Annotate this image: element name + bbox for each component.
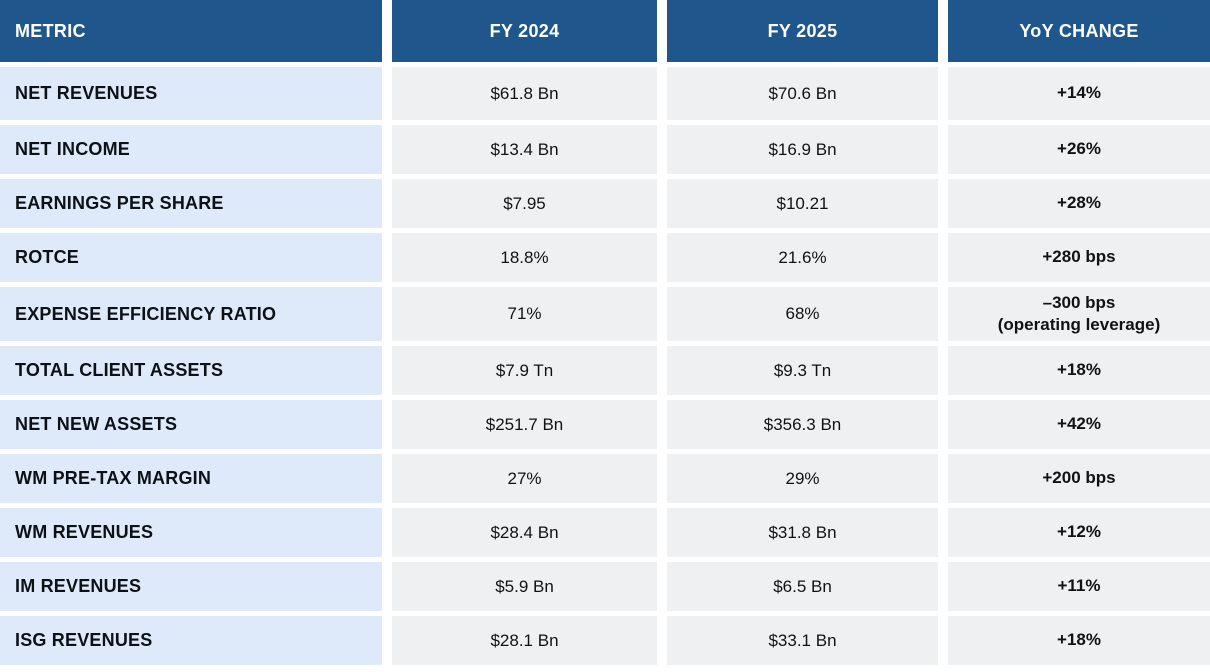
fy2024-value: 71% [392, 287, 657, 341]
metric-label: ROTCE [0, 233, 382, 282]
fy2025-value: $70.6 Bn [667, 67, 938, 120]
yoy-change-value: +280 bps [948, 233, 1210, 282]
fy2025-value: $356.3 Bn [667, 400, 938, 449]
fy2024-value: $28.4 Bn [392, 508, 657, 557]
column-header-fy2025: FY 2025 [667, 0, 938, 62]
fy2025-value: 21.6% [667, 233, 938, 282]
yoy-change-value: +12% [948, 508, 1210, 557]
metric-label: NET INCOME [0, 125, 382, 174]
fy2025-value: $33.1 Bn [667, 616, 938, 665]
fy2024-value: 18.8% [392, 233, 657, 282]
metric-label: IM REVENUES [0, 562, 382, 611]
fy2025-value: 68% [667, 287, 938, 341]
metric-label: WM REVENUES [0, 508, 382, 557]
metric-label: WM PRE-TAX MARGIN [0, 454, 382, 503]
fy2025-value: $6.5 Bn [667, 562, 938, 611]
fy2025-value: $10.21 [667, 179, 938, 228]
fy2024-value: $28.1 Bn [392, 616, 657, 665]
metric-label: ISG REVENUES [0, 616, 382, 665]
yoy-change-value: +26% [948, 125, 1210, 174]
column-header-yoy-change: YoY CHANGE [948, 0, 1210, 62]
yoy-change-value: –300 bps (operating leverage) [948, 287, 1210, 341]
column-header-metric: METRIC [0, 0, 382, 62]
fy2024-value: $7.9 Tn [392, 346, 657, 395]
metric-label: EARNINGS PER SHARE [0, 179, 382, 228]
fy2024-value: $251.7 Bn [392, 400, 657, 449]
yoy-change-value: +28% [948, 179, 1210, 228]
fy2025-value: $16.9 Bn [667, 125, 938, 174]
fy2024-value: $61.8 Bn [392, 67, 657, 120]
yoy-change-value: +14% [948, 67, 1210, 120]
fy2024-value: $13.4 Bn [392, 125, 657, 174]
fy2024-value: 27% [392, 454, 657, 503]
yoy-change-value: +42% [948, 400, 1210, 449]
fy2025-value: $9.3 Tn [667, 346, 938, 395]
yoy-change-value: +200 bps [948, 454, 1210, 503]
fy2025-value: $31.8 Bn [667, 508, 938, 557]
yoy-change-value: +11% [948, 562, 1210, 611]
column-header-fy2024: FY 2024 [392, 0, 657, 62]
yoy-change-value: +18% [948, 346, 1210, 395]
fy2024-value: $7.95 [392, 179, 657, 228]
fy2025-value: 29% [667, 454, 938, 503]
metric-label: EXPENSE EFFICIENCY RATIO [0, 287, 382, 341]
metric-label: NET REVENUES [0, 67, 382, 120]
fy2024-value: $5.9 Bn [392, 562, 657, 611]
metric-label: NET NEW ASSETS [0, 400, 382, 449]
yoy-change-value: +18% [948, 616, 1210, 665]
metric-label: TOTAL CLIENT ASSETS [0, 346, 382, 395]
